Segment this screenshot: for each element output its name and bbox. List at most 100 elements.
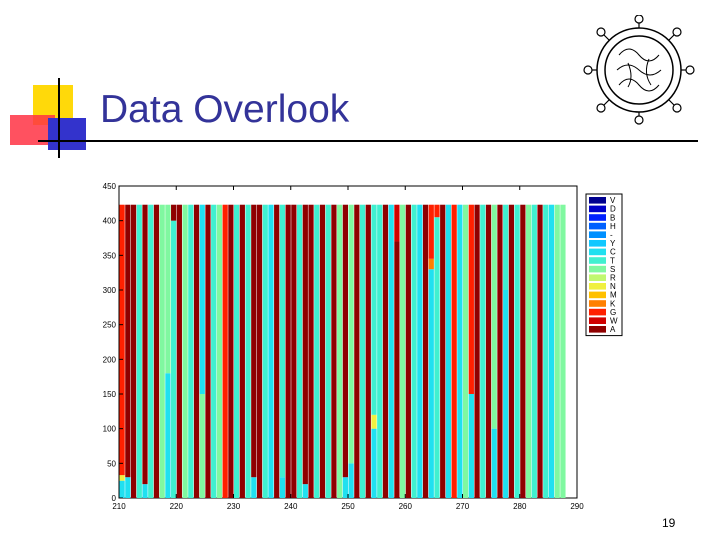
bar-segment: [188, 204, 194, 498]
bar-segment: [445, 204, 452, 498]
y-tick-label: 400: [103, 217, 117, 226]
bar-segment: [130, 204, 137, 498]
x-axis: 210 220 230 240 250 260 270 280 290: [112, 186, 584, 511]
legend-swatch: [589, 214, 606, 221]
x-tick-label: 280: [513, 502, 527, 511]
bar-segment: [468, 204, 474, 394]
bar-segment: [319, 204, 326, 498]
bar-segment: [491, 204, 497, 429]
bar-segment: [388, 204, 394, 498]
bar-segment: [537, 204, 543, 498]
bar-segment: [159, 204, 165, 498]
legend-label: R: [610, 274, 616, 283]
bar-segment: [262, 204, 268, 498]
decor-vertical-line: [58, 78, 60, 158]
bar-segment: [256, 204, 263, 498]
bar-segment: [503, 204, 509, 290]
bar-segment: [251, 477, 257, 498]
bar-segment: [348, 204, 354, 464]
legend-swatch: [589, 222, 606, 230]
bar-segment: [291, 204, 297, 498]
y-tick-label: 200: [103, 355, 117, 364]
bar-segment: [171, 220, 177, 498]
bar-segment: [440, 204, 446, 498]
legend-swatch: [589, 283, 606, 290]
legend-label: -: [610, 231, 613, 240]
bar-segment: [543, 204, 549, 498]
legend-swatch: [589, 265, 606, 273]
legend-swatch: [589, 231, 606, 238]
bar-segment: [308, 204, 314, 498]
bar-segment: [125, 477, 131, 498]
bar-segment: [125, 204, 131, 478]
x-tick-label: 240: [284, 502, 298, 511]
bar-segment: [382, 204, 389, 498]
legend-label: K: [610, 299, 616, 308]
bar-segment: [554, 204, 560, 498]
bar-segment: [411, 204, 417, 498]
bar-segment: [165, 373, 171, 498]
bar-segment: [142, 204, 148, 485]
bar-segment: [422, 204, 429, 498]
bar-segment: [560, 204, 566, 498]
bar-segment: [428, 204, 434, 259]
y-tick-label: 350: [103, 251, 117, 260]
y-tick-label: 250: [103, 321, 117, 330]
bar-segment: [497, 204, 503, 498]
bar-segment: [211, 204, 217, 498]
legend-swatch: [589, 240, 606, 247]
y-axis: 0 50 100 150 200 250 300 350 400 450: [103, 182, 123, 503]
legend-label: H: [610, 222, 616, 231]
bar-segment: [434, 217, 440, 498]
bar-segment: [325, 204, 331, 498]
legend-label: G: [610, 308, 616, 317]
legend-label: D: [610, 205, 616, 214]
legend-label: V: [610, 196, 616, 205]
bar-segment: [457, 204, 463, 498]
bar-segment: [279, 204, 286, 478]
legend-swatch: [589, 205, 606, 213]
x-tick-label: 250: [341, 502, 355, 511]
bar-segment: [251, 204, 257, 478]
x-tick-label: 210: [112, 502, 126, 511]
bar-segment: [359, 204, 366, 498]
bar-segment: [234, 204, 240, 498]
y-tick-label: 0: [112, 494, 117, 503]
bar-segment: [508, 204, 515, 498]
bar-segment: [342, 477, 348, 498]
bar-segment: [199, 394, 205, 498]
bar-segment: [296, 204, 303, 498]
legend-swatch: [589, 317, 606, 324]
bar-segment: [342, 204, 348, 478]
bar-segment: [428, 258, 434, 270]
bar-segment: [514, 204, 520, 498]
y-tick-label: 50: [107, 459, 116, 468]
bar-segment: [302, 484, 308, 498]
bar-segment: [337, 204, 343, 498]
x-tick-label: 220: [170, 502, 184, 511]
bar-segment: [199, 204, 205, 394]
bar-segment: [531, 204, 537, 498]
bar-segment: [434, 204, 440, 218]
legend-swatch: [589, 300, 606, 307]
bar-segment: [405, 204, 411, 498]
bar-segment: [268, 204, 274, 498]
x-tick-label: 270: [456, 502, 470, 511]
bar-segment: [285, 204, 291, 498]
bar-segment: [428, 269, 434, 498]
bar-segment: [377, 204, 383, 498]
bars-group: [119, 204, 566, 498]
legend-swatch: [589, 291, 606, 299]
bar-segment: [371, 414, 377, 429]
bar-segment: [216, 204, 223, 498]
bar-segment: [193, 204, 200, 498]
y-tick-label: 150: [103, 390, 117, 399]
bar-segment: [239, 204, 245, 498]
bar-segment: [148, 204, 154, 498]
legend-swatch: [589, 308, 606, 316]
legend-swatch: [589, 248, 606, 256]
bar-segment: [463, 204, 469, 498]
legend-label: A: [610, 325, 616, 334]
bar-segment: [365, 204, 371, 498]
bar-segment: [371, 204, 377, 415]
